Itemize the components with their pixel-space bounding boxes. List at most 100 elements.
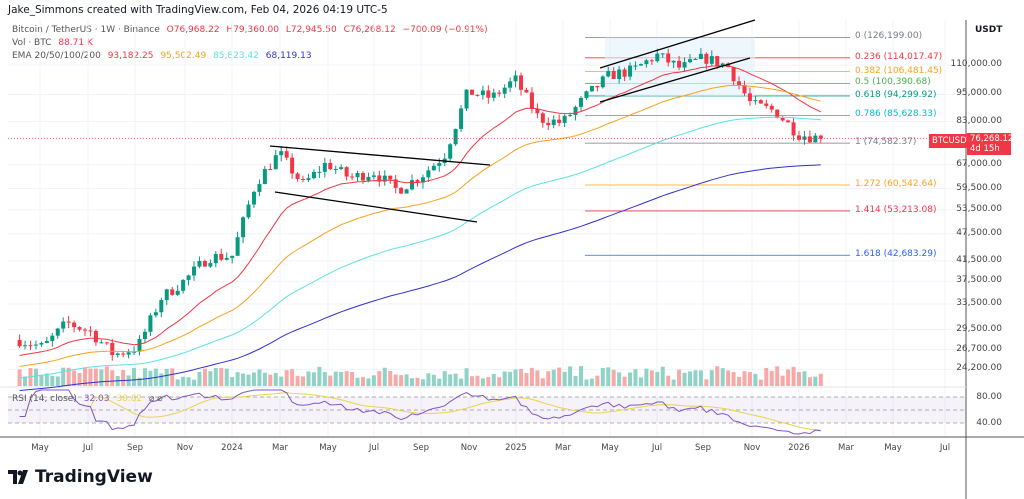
rsi-line: [19, 389, 821, 435]
candle-body: [192, 266, 197, 276]
volume-bar: [99, 369, 104, 386]
time-tick: Nov: [743, 443, 761, 453]
candle-body: [404, 189, 409, 194]
fib-level-label: 1.414 (53,213.08): [855, 204, 937, 215]
volume-bar: [273, 373, 278, 386]
candle-body: [23, 345, 28, 347]
candle-body: [480, 90, 485, 96]
volume-bar: [715, 366, 720, 386]
volume-bar: [655, 371, 660, 386]
volume-bar: [442, 371, 447, 386]
volume-bar: [709, 370, 714, 386]
volume-bar: [562, 371, 567, 386]
candle-body: [737, 81, 742, 85]
candle-body: [464, 89, 469, 109]
rsi-label: RSI (14, close): [12, 394, 77, 404]
candle-body: [230, 255, 235, 258]
time-tick: May: [319, 443, 337, 453]
symbol-name: Bitcoin / TetherUS · 1W · Binance: [12, 25, 160, 35]
volume-bar: [513, 369, 518, 386]
low-value: L72,945.50: [285, 25, 337, 35]
volume-bar: [333, 371, 338, 386]
candle-body: [322, 163, 327, 172]
volume-bar: [202, 368, 207, 386]
rsi-value: 32.03: [83, 394, 110, 404]
candle-body: [328, 163, 333, 170]
volume-bar: [104, 366, 109, 386]
volume-bar: [469, 376, 474, 386]
volume-bar: [382, 367, 387, 386]
candle-body: [159, 300, 164, 313]
candle-body: [600, 76, 605, 88]
volume-bar: [459, 378, 464, 386]
candle-body: [420, 177, 425, 183]
hidden-icon[interactable]: ⌀ ⌀: [149, 394, 163, 404]
volume-bar: [475, 375, 480, 386]
candle-body: [268, 168, 273, 170]
fib-level-label: 0.382 (106,481.45): [855, 65, 943, 76]
candle-body: [486, 90, 491, 98]
volume-bar: [578, 366, 583, 386]
candle-body: [628, 65, 633, 77]
symbol-legend[interactable]: Bitcoin / TetherUS · 1W · Binance O76,96…: [12, 25, 492, 35]
candle-body: [290, 157, 295, 174]
time-tick: Sep: [412, 443, 430, 453]
candle-body: [142, 331, 147, 340]
candle-body: [453, 128, 458, 145]
volume-bar: [301, 376, 306, 386]
volume-bar: [213, 368, 218, 386]
price-tick: 83,000.00: [956, 115, 1002, 126]
price-tick: 29,500.00: [956, 323, 1002, 334]
price-tick: 26,700.00: [956, 343, 1002, 354]
candle-body: [197, 261, 202, 267]
candle-body: [715, 56, 720, 67]
volume-bar: [235, 372, 240, 386]
volume-bar: [682, 372, 687, 386]
volume-bar: [415, 377, 420, 386]
volume-bar: [769, 370, 774, 386]
candle-body: [44, 341, 49, 343]
volume-bar: [551, 369, 556, 386]
candle-body: [241, 217, 246, 238]
candle-body: [235, 237, 240, 256]
candle-body: [121, 353, 126, 355]
volume-bar: [50, 375, 55, 386]
fib-level-label: 0 (126,199.00): [855, 31, 923, 42]
volume-bar: [464, 368, 469, 386]
candle-body: [115, 353, 120, 356]
time-tick: Jul: [82, 443, 94, 453]
volume-bar: [600, 368, 605, 386]
volume-value: 88.71 K: [58, 38, 93, 48]
candle-body: [431, 165, 436, 171]
candle-body: [360, 172, 365, 181]
volume-bar: [617, 372, 622, 386]
volume-bar: [524, 373, 529, 386]
rsi-legend[interactable]: RSI (14, close) 32.03 38.82 ⌀ ⌀: [12, 394, 167, 404]
candle-body: [66, 321, 71, 323]
tradingview-logo[interactable]: TradingView: [8, 467, 153, 487]
candle-body: [595, 85, 600, 88]
volume-bar: [159, 373, 164, 386]
candle-body: [666, 53, 671, 63]
candle-body: [491, 92, 496, 98]
ema-legend[interactable]: EMA 20/50/100/200 93,182.25 95,502.49 85…: [12, 51, 316, 61]
candle-body: [137, 339, 142, 352]
volume-bar: [677, 369, 682, 386]
volume-bar: [737, 376, 742, 386]
time-tick: Jul: [651, 443, 663, 453]
volume-bar: [568, 366, 573, 386]
volume-legend[interactable]: Vol · BTC 88.71 K: [12, 38, 97, 48]
trend-line: [599, 57, 751, 103]
candle-body: [807, 136, 812, 143]
volume-bar: [23, 376, 28, 386]
candle-body: [388, 175, 393, 180]
candle-body: [562, 115, 567, 123]
candle-body: [568, 114, 573, 116]
candle-body: [540, 113, 545, 123]
volume-bar: [192, 379, 197, 386]
candle-body: [747, 93, 752, 102]
candle-body: [818, 135, 823, 139]
candle-body: [99, 342, 104, 344]
volume-bar: [371, 375, 376, 386]
